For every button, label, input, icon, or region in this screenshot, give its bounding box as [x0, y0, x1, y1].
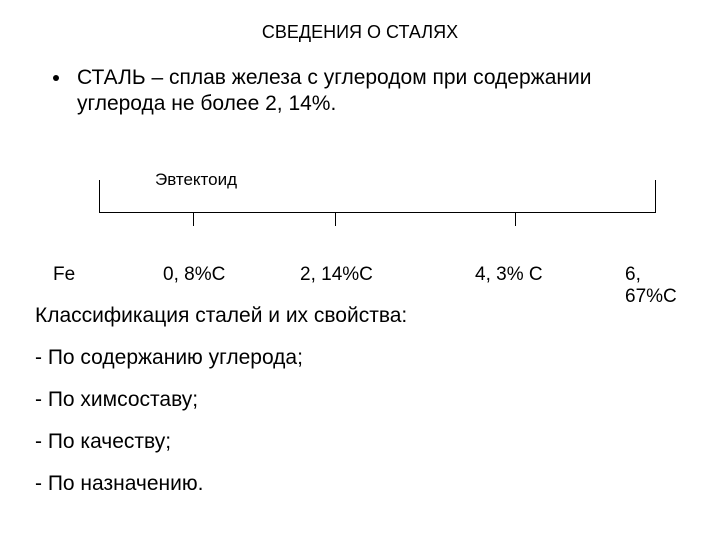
axis-label-fe: Fe	[53, 264, 75, 286]
slide: СВЕДЕНИЯ О СТАЛЯХ СТАЛЬ – сплав железа с…	[0, 0, 720, 540]
axis-label-214: 2, 14%С	[300, 264, 373, 286]
axis-tick-2	[335, 212, 336, 226]
axis-label-667: 6, 67%С	[625, 264, 677, 308]
definition-text: СТАЛЬ – сплав железа с углеродом при сод…	[77, 65, 685, 118]
bullet-icon	[53, 75, 59, 81]
classification-heading: Классификация сталей и их свойства:	[35, 304, 685, 328]
list-item: - По содержанию углерода;	[35, 346, 685, 370]
axis-label-43: 4, 3% С	[475, 264, 543, 286]
axis-tick-1	[193, 212, 194, 226]
axis-left-bracket	[99, 180, 100, 212]
list-item: - По химсоставу;	[35, 388, 685, 412]
carbon-axis-diagram: Эвтектоид	[95, 148, 655, 258]
slide-title: СВЕДЕНИЯ О СТАЛЯХ	[35, 22, 685, 43]
list-item: - По назначению.	[35, 472, 685, 496]
definition-bullet: СТАЛЬ – сплав железа с углеродом при сод…	[43, 65, 685, 118]
axis-label-08: 0, 8%С	[163, 264, 225, 286]
axis-tick-3	[515, 212, 516, 226]
axis-labels-row: Fe 0, 8%С 2, 14%С 4, 3% С 6, 67%С	[95, 264, 655, 290]
axis-right-bracket	[655, 180, 656, 212]
axis-horizontal	[99, 212, 656, 213]
list-item: - По качеству;	[35, 430, 685, 454]
eutectoid-label: Эвтектоид	[155, 170, 237, 190]
